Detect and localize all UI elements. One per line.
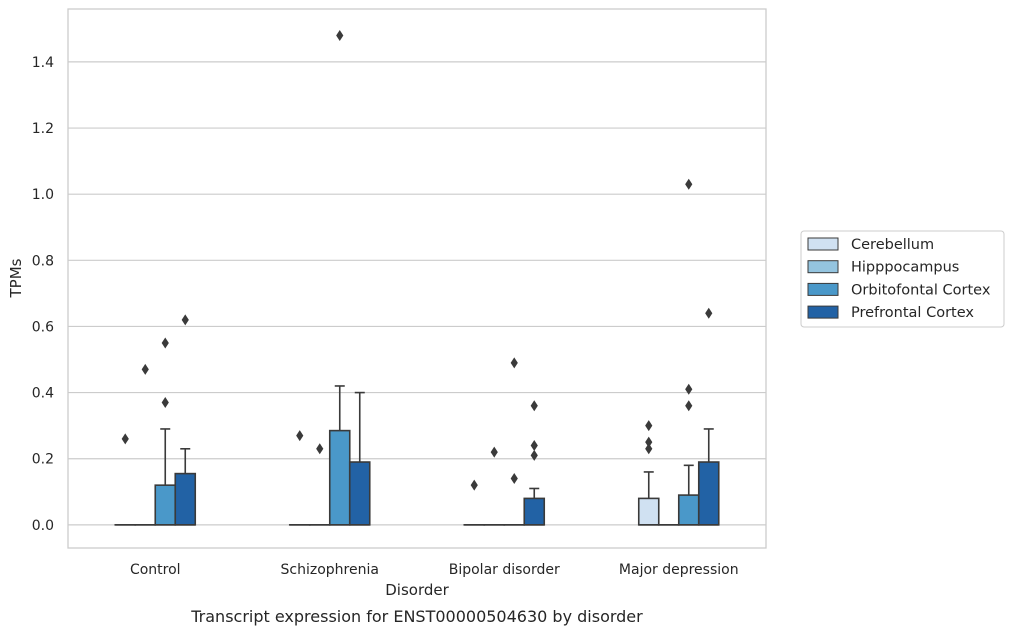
- box-1-2: [328, 29, 351, 526]
- outlier-point: [685, 178, 693, 190]
- y-tick-label: 1.4: [32, 55, 54, 71]
- box-0-3: [174, 314, 197, 526]
- outlier-point: [685, 400, 693, 412]
- outlier-point: [316, 443, 324, 455]
- legend-label: Hipppocampus: [851, 260, 959, 276]
- x-tick-labels: Control Schizophrenia Bipolar disorder Majo…: [130, 562, 739, 578]
- outlier-point: [161, 397, 169, 409]
- box-1-1: [308, 443, 331, 526]
- outlier-point: [296, 430, 304, 442]
- outlier-point: [141, 363, 149, 375]
- box-3-0: [637, 420, 660, 526]
- box-body: [328, 429, 351, 526]
- box-body: [677, 494, 700, 526]
- box-body: [154, 484, 177, 526]
- box-1-0: [288, 430, 311, 526]
- outlier-point: [685, 383, 693, 395]
- plot-data: [114, 29, 720, 526]
- legend-swatch: [807, 282, 839, 296]
- box-body: [697, 461, 720, 526]
- box-body: [174, 472, 197, 526]
- legend-frame: [800, 230, 1005, 328]
- y-tick-label: 1.2: [32, 121, 54, 137]
- y-tick-label: 0.8: [32, 253, 54, 269]
- x-tick-label: Bipolar disorder: [449, 562, 560, 578]
- gridlines: [68, 61, 766, 526]
- x-tick-label: Major depression: [619, 562, 739, 578]
- legend: Cerebellum Hipppocampus Orbitofontal Corte…: [800, 230, 1005, 328]
- box-body: [348, 461, 371, 526]
- outlier-point: [530, 439, 538, 451]
- box-2-0: [463, 479, 486, 526]
- box-0-0: [114, 433, 137, 526]
- x-tick-label: Schizophrenia: [281, 562, 379, 578]
- y-tick-label: 0.4: [32, 386, 54, 402]
- box-3-2: [677, 178, 700, 526]
- outlier-point: [510, 473, 518, 485]
- box-body: [523, 497, 546, 526]
- outlier-point: [645, 436, 653, 448]
- outlier-point: [510, 357, 518, 369]
- chart-caption: Transcript expression for ENST0000050463…: [190, 607, 643, 626]
- box-2-3: [523, 400, 546, 526]
- box-3-3: [697, 307, 720, 526]
- outlier-point: [181, 314, 189, 326]
- box-2-2: [503, 357, 526, 526]
- legend-swatch: [807, 260, 839, 274]
- y-tick-label: 0.2: [32, 452, 54, 468]
- outlier-point: [645, 420, 653, 432]
- outlier-point: [470, 479, 478, 491]
- outlier-point: [530, 400, 538, 412]
- y-axis-title: TPMs: [7, 258, 25, 298]
- legend-swatch: [807, 305, 839, 319]
- x-tick-label: Control: [130, 562, 181, 578]
- box-1-3: [348, 391, 371, 526]
- x-axis-title: Disorder: [385, 581, 449, 599]
- y-tick-labels: 0.0 0.2 0.4 0.6 0.8 1.0 1.2 1.4: [32, 55, 54, 534]
- legend-label: Cerebellum: [851, 237, 934, 253]
- box-0-1: [134, 363, 157, 526]
- outlier-point: [336, 29, 344, 41]
- y-tick-label: 0.0: [32, 518, 54, 534]
- legend-label: Orbitofontal Cortex: [851, 282, 991, 298]
- plot-frame: [67, 8, 767, 549]
- legend-swatch: [807, 237, 839, 251]
- outlier-point: [645, 443, 653, 455]
- y-tick-label: 1.0: [32, 187, 54, 203]
- y-tick-label: 0.6: [32, 319, 54, 335]
- outlier-point: [161, 337, 169, 349]
- box-body: [637, 497, 660, 526]
- legend-label: Prefrontal Cortex: [851, 305, 974, 321]
- outlier-point: [530, 449, 538, 461]
- outlier-point: [490, 446, 498, 458]
- box-0-2: [154, 337, 177, 526]
- outlier-point: [705, 307, 713, 319]
- outlier-point: [121, 433, 129, 445]
